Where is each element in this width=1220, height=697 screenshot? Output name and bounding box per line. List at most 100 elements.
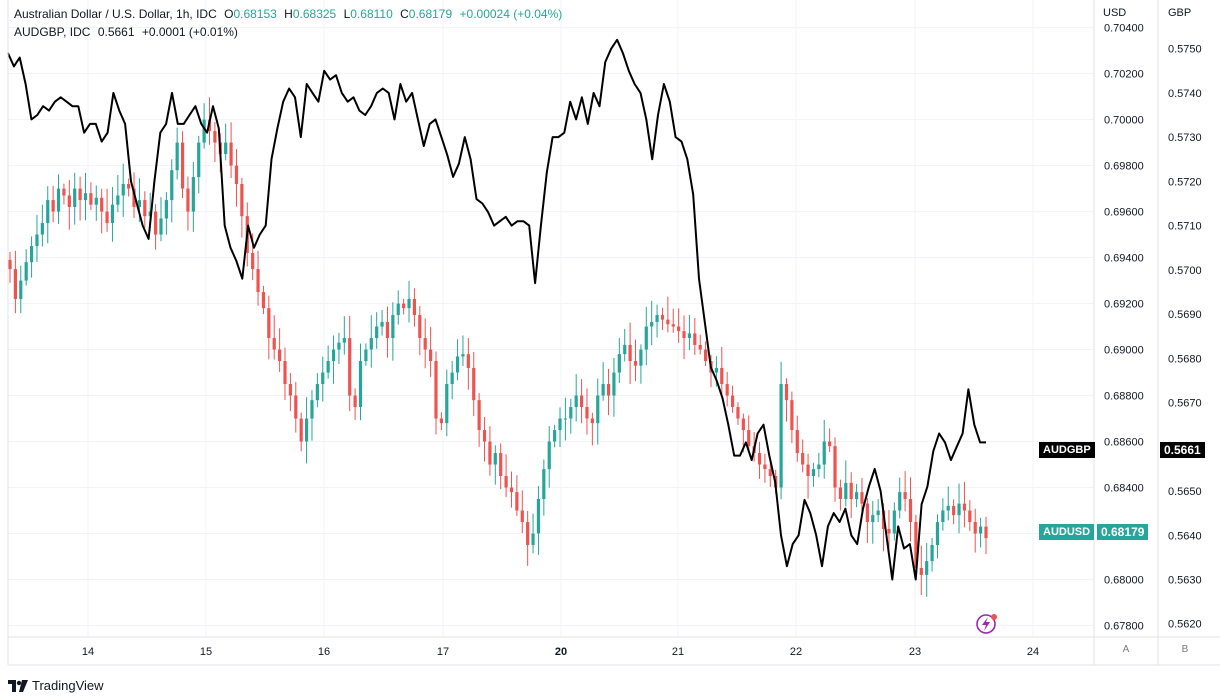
candle-body (677, 326, 681, 332)
candle (8, 251, 12, 283)
candle-body (671, 324, 675, 327)
candle-body (29, 246, 34, 263)
candle (736, 402, 740, 425)
candle (822, 419, 826, 479)
usd-axis-title: USD (1103, 7, 1127, 19)
candle-body (553, 430, 557, 442)
candle (919, 545, 923, 596)
candle (817, 452, 821, 478)
candle-body (348, 338, 352, 396)
candle-body (153, 211, 158, 235)
candle-body (957, 503, 961, 516)
time-axis[interactable]: 14 15 16 17 20 21 22 23 24 (82, 646, 1039, 658)
candle-body (973, 522, 977, 534)
candle (369, 315, 373, 368)
candle (763, 453, 767, 483)
candle (579, 378, 584, 424)
candle (348, 315, 352, 412)
time-tick-label: 14 (82, 646, 94, 658)
candle (315, 373, 319, 408)
candle-body (164, 200, 168, 219)
candle (952, 499, 956, 525)
candle (784, 378, 789, 422)
candle-body (801, 453, 805, 465)
candle-body (574, 395, 578, 408)
lightning-icon[interactable] (976, 614, 997, 634)
candle (509, 471, 514, 508)
candle (633, 339, 638, 382)
candle (461, 335, 465, 367)
time-tick-label: 24 (1027, 646, 1039, 658)
candle-body (547, 441, 551, 470)
candle-body (903, 492, 907, 500)
candle-body (612, 372, 616, 396)
candle-body (536, 499, 541, 534)
candle (903, 471, 907, 512)
candle (202, 103, 206, 149)
candle (175, 127, 179, 180)
candle-body (930, 545, 934, 562)
candle-body (962, 503, 967, 511)
candle-body (358, 361, 363, 408)
gbp-price-axis[interactable]: 0.56200.56300.56400.56500.56600.56700.56… (1168, 44, 1202, 631)
candle-body (741, 418, 745, 431)
tradingview-logo[interactable]: TradingView (8, 678, 104, 693)
candle (229, 122, 233, 179)
candle (375, 312, 379, 349)
candle (197, 135, 201, 194)
candle-body (644, 326, 648, 350)
candle (83, 172, 88, 221)
candle (407, 280, 411, 323)
candle (164, 192, 168, 235)
candle-body (482, 430, 487, 442)
secondary-series-title: AUDGBP, IDC (14, 25, 91, 39)
candle-body (19, 280, 23, 299)
candle-body (337, 342, 341, 350)
close-value: 0.68179 (408, 7, 453, 21)
candle-body (321, 372, 325, 385)
usd-tick-label: 0.70000 (1104, 115, 1144, 127)
audgbp-symbol-tag: AUDGBP (1039, 442, 1095, 458)
candle-body (326, 361, 330, 373)
time-tick-label: 17 (437, 646, 449, 658)
candle-body (871, 515, 875, 523)
main-series-title: Australian Dollar / U.S. Dollar, 1h, IDC (14, 7, 217, 21)
candle (56, 174, 61, 224)
candle-body (105, 211, 109, 224)
candle (450, 360, 454, 400)
gbp-tick-label: 0.5620 (1168, 619, 1202, 631)
candle-body (240, 183, 244, 217)
candle-body (596, 395, 600, 424)
candle-body (132, 188, 136, 207)
candle-body (914, 522, 918, 569)
candle (380, 309, 384, 336)
candle (434, 351, 438, 435)
candle (186, 176, 190, 231)
candle-body (180, 142, 185, 189)
candle (304, 397, 309, 464)
candle (935, 514, 940, 559)
candle-body (342, 338, 346, 343)
candle (795, 415, 799, 462)
candle (628, 322, 632, 385)
candle (358, 343, 363, 421)
scale-b-button[interactable]: B (1181, 644, 1189, 655)
candle-body (952, 505, 956, 516)
candle (224, 123, 228, 161)
candle-body (353, 395, 357, 408)
candle-body (520, 510, 524, 523)
gbp-tick-label: 0.5680 (1168, 353, 1202, 365)
candle-body (121, 183, 125, 196)
candle (105, 188, 109, 232)
candle (612, 357, 616, 417)
candle-body (687, 333, 692, 339)
usd-price-axis[interactable]: 0.678000.680000.682000.684000.686000.688… (1104, 23, 1144, 633)
audgbp-line (7, 38, 986, 581)
candle (585, 388, 589, 435)
candle-body (369, 338, 373, 350)
candle (833, 437, 837, 502)
auto-scale-button[interactable]: A (1122, 644, 1130, 655)
candle-body (73, 188, 77, 207)
candle (391, 302, 395, 361)
